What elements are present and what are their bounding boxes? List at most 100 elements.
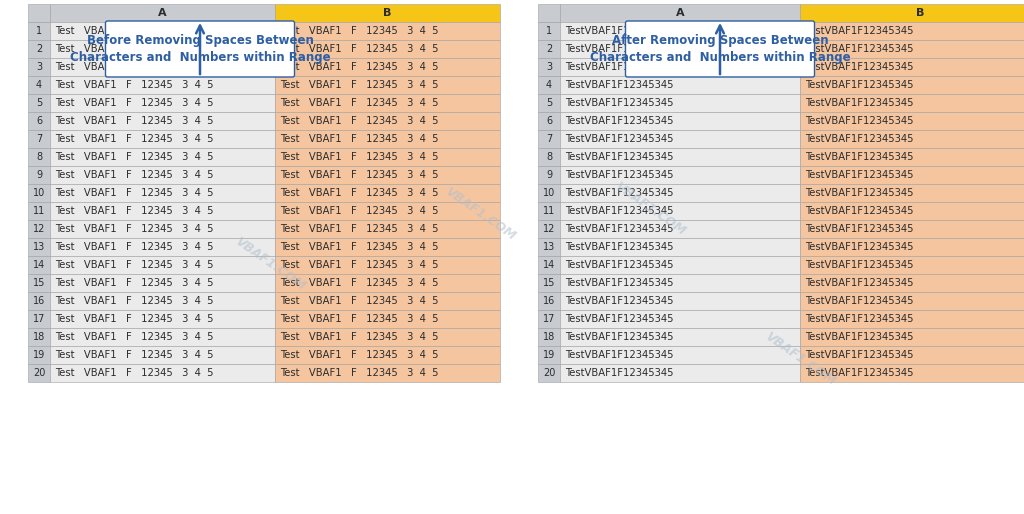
Text: TestVBAF1F12345345: TestVBAF1F12345345 [565,350,674,360]
Bar [50,4,275,22]
Bar [560,292,800,310]
Text: TestVBAF1F12345345: TestVBAF1F12345345 [805,44,913,54]
Bar [800,130,1024,148]
Text: Before Removing Spaces Between
Characters and  Numbers within Range: Before Removing Spaces Between Character… [70,34,331,64]
Bar [50,364,275,382]
Bar [28,130,50,148]
Bar [800,94,1024,112]
Bar [275,58,500,76]
Text: Test   VBAF1   F   12345   3  4  5: Test VBAF1 F 12345 3 4 5 [280,260,438,270]
Bar [28,364,50,382]
Text: TestVBAF1F12345345: TestVBAF1F12345345 [805,296,913,306]
Text: Test   VBAF1   F   12345   3  4  5: Test VBAF1 F 12345 3 4 5 [280,98,438,108]
Bar [28,328,50,346]
Text: TestVBAF1F12345345: TestVBAF1F12345345 [805,62,913,72]
Bar [538,184,560,202]
Bar [50,166,275,184]
Bar [275,22,500,40]
Bar [50,274,275,292]
Bar [560,76,800,94]
Text: TestVBAF1F12345345: TestVBAF1F12345345 [565,80,674,90]
Text: 2: 2 [546,44,552,54]
Text: 17: 17 [543,314,555,324]
Text: TestVBAF1F12345345: TestVBAF1F12345345 [565,62,674,72]
Text: 3: 3 [546,62,552,72]
Text: Test   VBAF1   F   12345   3  4  5: Test VBAF1 F 12345 3 4 5 [280,188,438,198]
Text: B: B [383,8,392,18]
Text: TestVBAF1F12345345: TestVBAF1F12345345 [805,242,913,252]
Bar [538,274,560,292]
Text: 6: 6 [546,116,552,126]
Text: Test   VBAF1   F   12345   3  4  5: Test VBAF1 F 12345 3 4 5 [280,44,438,54]
Bar [560,328,800,346]
Bar [560,22,800,40]
Bar [28,4,50,22]
Bar [800,22,1024,40]
Text: Test   VBAF1   F   12345   3  4  5: Test VBAF1 F 12345 3 4 5 [55,116,213,126]
Bar [28,346,50,364]
Bar [538,346,560,364]
Text: TestVBAF1F12345345: TestVBAF1F12345345 [805,170,913,180]
Text: 17: 17 [33,314,45,324]
Bar [560,238,800,256]
Bar [538,76,560,94]
Text: TestVBAF1F12345345: TestVBAF1F12345345 [805,332,913,342]
Text: 7: 7 [546,134,552,144]
Text: 2: 2 [36,44,42,54]
Bar [28,274,50,292]
Text: 19: 19 [33,350,45,360]
Bar [560,166,800,184]
Text: TestVBAF1F12345345: TestVBAF1F12345345 [565,296,674,306]
Text: TestVBAF1F12345345: TestVBAF1F12345345 [565,332,674,342]
Bar [50,328,275,346]
Text: A: A [158,8,167,18]
Bar [50,40,275,58]
Text: Test   VBAF1   F   12345   3  4  5: Test VBAF1 F 12345 3 4 5 [280,170,438,180]
Text: TestVBAF1F12345345: TestVBAF1F12345345 [565,368,674,378]
Text: Test   VBAF1   F   12345   3  4  5: Test VBAF1 F 12345 3 4 5 [280,134,438,144]
Text: Test   VBAF1   F   12345   3  4  5: Test VBAF1 F 12345 3 4 5 [55,206,213,216]
Bar [275,148,500,166]
Text: 12: 12 [33,224,45,234]
Bar [28,238,50,256]
Text: TestVBAF1F12345345: TestVBAF1F12345345 [805,206,913,216]
Text: Test   VBAF1   F   12345   3  4  5: Test VBAF1 F 12345 3 4 5 [55,98,213,108]
Bar [538,112,560,130]
Bar [800,76,1024,94]
Text: 1: 1 [546,26,552,36]
Text: TestVBAF1F12345345: TestVBAF1F12345345 [565,242,674,252]
Text: TestVBAF1F12345345: TestVBAF1F12345345 [805,98,913,108]
Bar [538,130,560,148]
Text: TestVBAF1F12345345: TestVBAF1F12345345 [565,278,674,288]
Text: 14: 14 [543,260,555,270]
Bar [800,328,1024,346]
Text: Test   VBAF1   F   12345   3  4  5: Test VBAF1 F 12345 3 4 5 [55,26,213,36]
Text: Test   VBAF1   F   12345   3  4  5: Test VBAF1 F 12345 3 4 5 [280,242,438,252]
Text: 10: 10 [543,188,555,198]
Text: 19: 19 [543,350,555,360]
Bar [275,220,500,238]
Bar [538,292,560,310]
Bar [275,238,500,256]
Text: A: A [676,8,684,18]
Bar [28,112,50,130]
Bar [538,22,560,40]
Text: Test   VBAF1   F   12345   3  4  5: Test VBAF1 F 12345 3 4 5 [55,62,213,72]
Text: Test   VBAF1   F   12345   3  4  5: Test VBAF1 F 12345 3 4 5 [55,134,213,144]
Bar [50,76,275,94]
Text: 11: 11 [543,206,555,216]
Text: VBAF1.COM: VBAF1.COM [762,330,838,388]
Bar [800,346,1024,364]
Bar [28,292,50,310]
Bar [50,148,275,166]
Bar [275,76,500,94]
Text: 13: 13 [543,242,555,252]
Text: TestVBAF1F12345345: TestVBAF1F12345345 [565,224,674,234]
Bar [538,202,560,220]
Bar [275,4,500,22]
Text: 14: 14 [33,260,45,270]
Text: 15: 15 [33,278,45,288]
Bar [538,328,560,346]
Bar [28,148,50,166]
Text: Test   VBAF1   F   12345   3  4  5: Test VBAF1 F 12345 3 4 5 [280,152,438,162]
